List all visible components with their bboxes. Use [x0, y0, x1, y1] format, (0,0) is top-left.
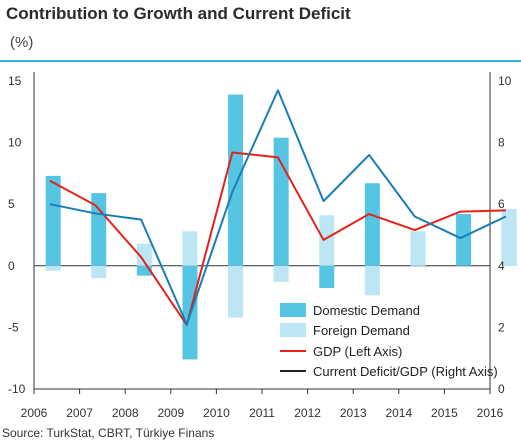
foreign-demand-bar: [45, 265, 61, 271]
left-tick-label: 10: [8, 136, 22, 150]
bar-layer: [45, 94, 517, 360]
legend-swatch: [280, 323, 306, 337]
foreign-demand-bar: [410, 231, 426, 266]
right-tick-label: 10: [498, 74, 512, 88]
foreign-demand-bar: [228, 265, 244, 318]
chart-axes: [33, 72, 491, 394]
legend-label: Foreign Demand: [313, 323, 410, 338]
legend-label: Current Deficit/GDP (Right Axis): [313, 364, 498, 379]
left-tick-label: 5: [8, 197, 15, 211]
x-tick-label: 2006: [21, 406, 48, 420]
left-tick-label: 15: [8, 74, 22, 88]
domestic-demand-bar: [136, 265, 152, 276]
x-tick-label: 2013: [340, 406, 367, 420]
foreign-demand-bar: [319, 215, 335, 266]
title-rule: [0, 60, 521, 62]
line-layer: [49, 89, 507, 326]
right-tick-label: 2: [498, 320, 505, 334]
source-note: Source: TurkStat, CBRT, Türkiye Finans: [2, 426, 215, 440]
domestic-demand-bar: [319, 265, 335, 288]
x-tick-label: 2011: [249, 406, 275, 420]
left-tick-label: -5: [8, 320, 19, 334]
domestic-demand-bar: [228, 94, 244, 266]
foreign-demand-bar: [273, 265, 289, 282]
x-tick-label: 2015: [431, 406, 458, 420]
current-deficit-line: [49, 89, 507, 326]
right-tick-label: 6: [498, 197, 505, 211]
right-tick-label: 4: [498, 259, 505, 273]
x-tick-label: 2008: [112, 406, 139, 420]
foreign-demand-bar: [91, 265, 107, 279]
domestic-demand-bar: [456, 214, 472, 266]
x-tick-label: 2016: [477, 406, 504, 420]
left-tick-label: -10: [8, 382, 26, 396]
foreign-demand-bar: [182, 231, 198, 266]
domestic-demand-bar: [364, 183, 380, 266]
legend: Domestic Demand Foreign Demand GDP (Left A…: [280, 303, 498, 379]
right-tick-label: 8: [498, 136, 505, 150]
tick-labels: 15 10 5 0 -5 -10 10 8 6 4 2 0 2006 2007 2008 2009 2010 20…: [8, 74, 512, 420]
foreign-demand-bar: [136, 243, 152, 266]
foreign-demand-bar: [501, 209, 517, 266]
domestic-demand-bar: [45, 175, 61, 266]
legend-label: Domestic Demand: [313, 303, 420, 318]
right-tick-label: 0: [498, 382, 505, 396]
left-tick-label: 0: [8, 259, 15, 273]
x-tick-label: 2009: [157, 406, 184, 420]
legend-swatch: [280, 303, 306, 317]
x-tick-label: 2007: [66, 406, 93, 420]
chart-title: Contribution to Growth and Current Defic…: [6, 4, 351, 23]
unit-label: (%): [10, 34, 34, 51]
legend-label: GDP (Left Axis): [313, 344, 402, 359]
x-tick-label: 2012: [294, 406, 321, 420]
domestic-demand-bar: [91, 193, 107, 266]
x-tick-label: 2014: [385, 406, 412, 420]
x-tick-label: 2010: [203, 406, 230, 420]
foreign-demand-bar: [364, 265, 380, 296]
